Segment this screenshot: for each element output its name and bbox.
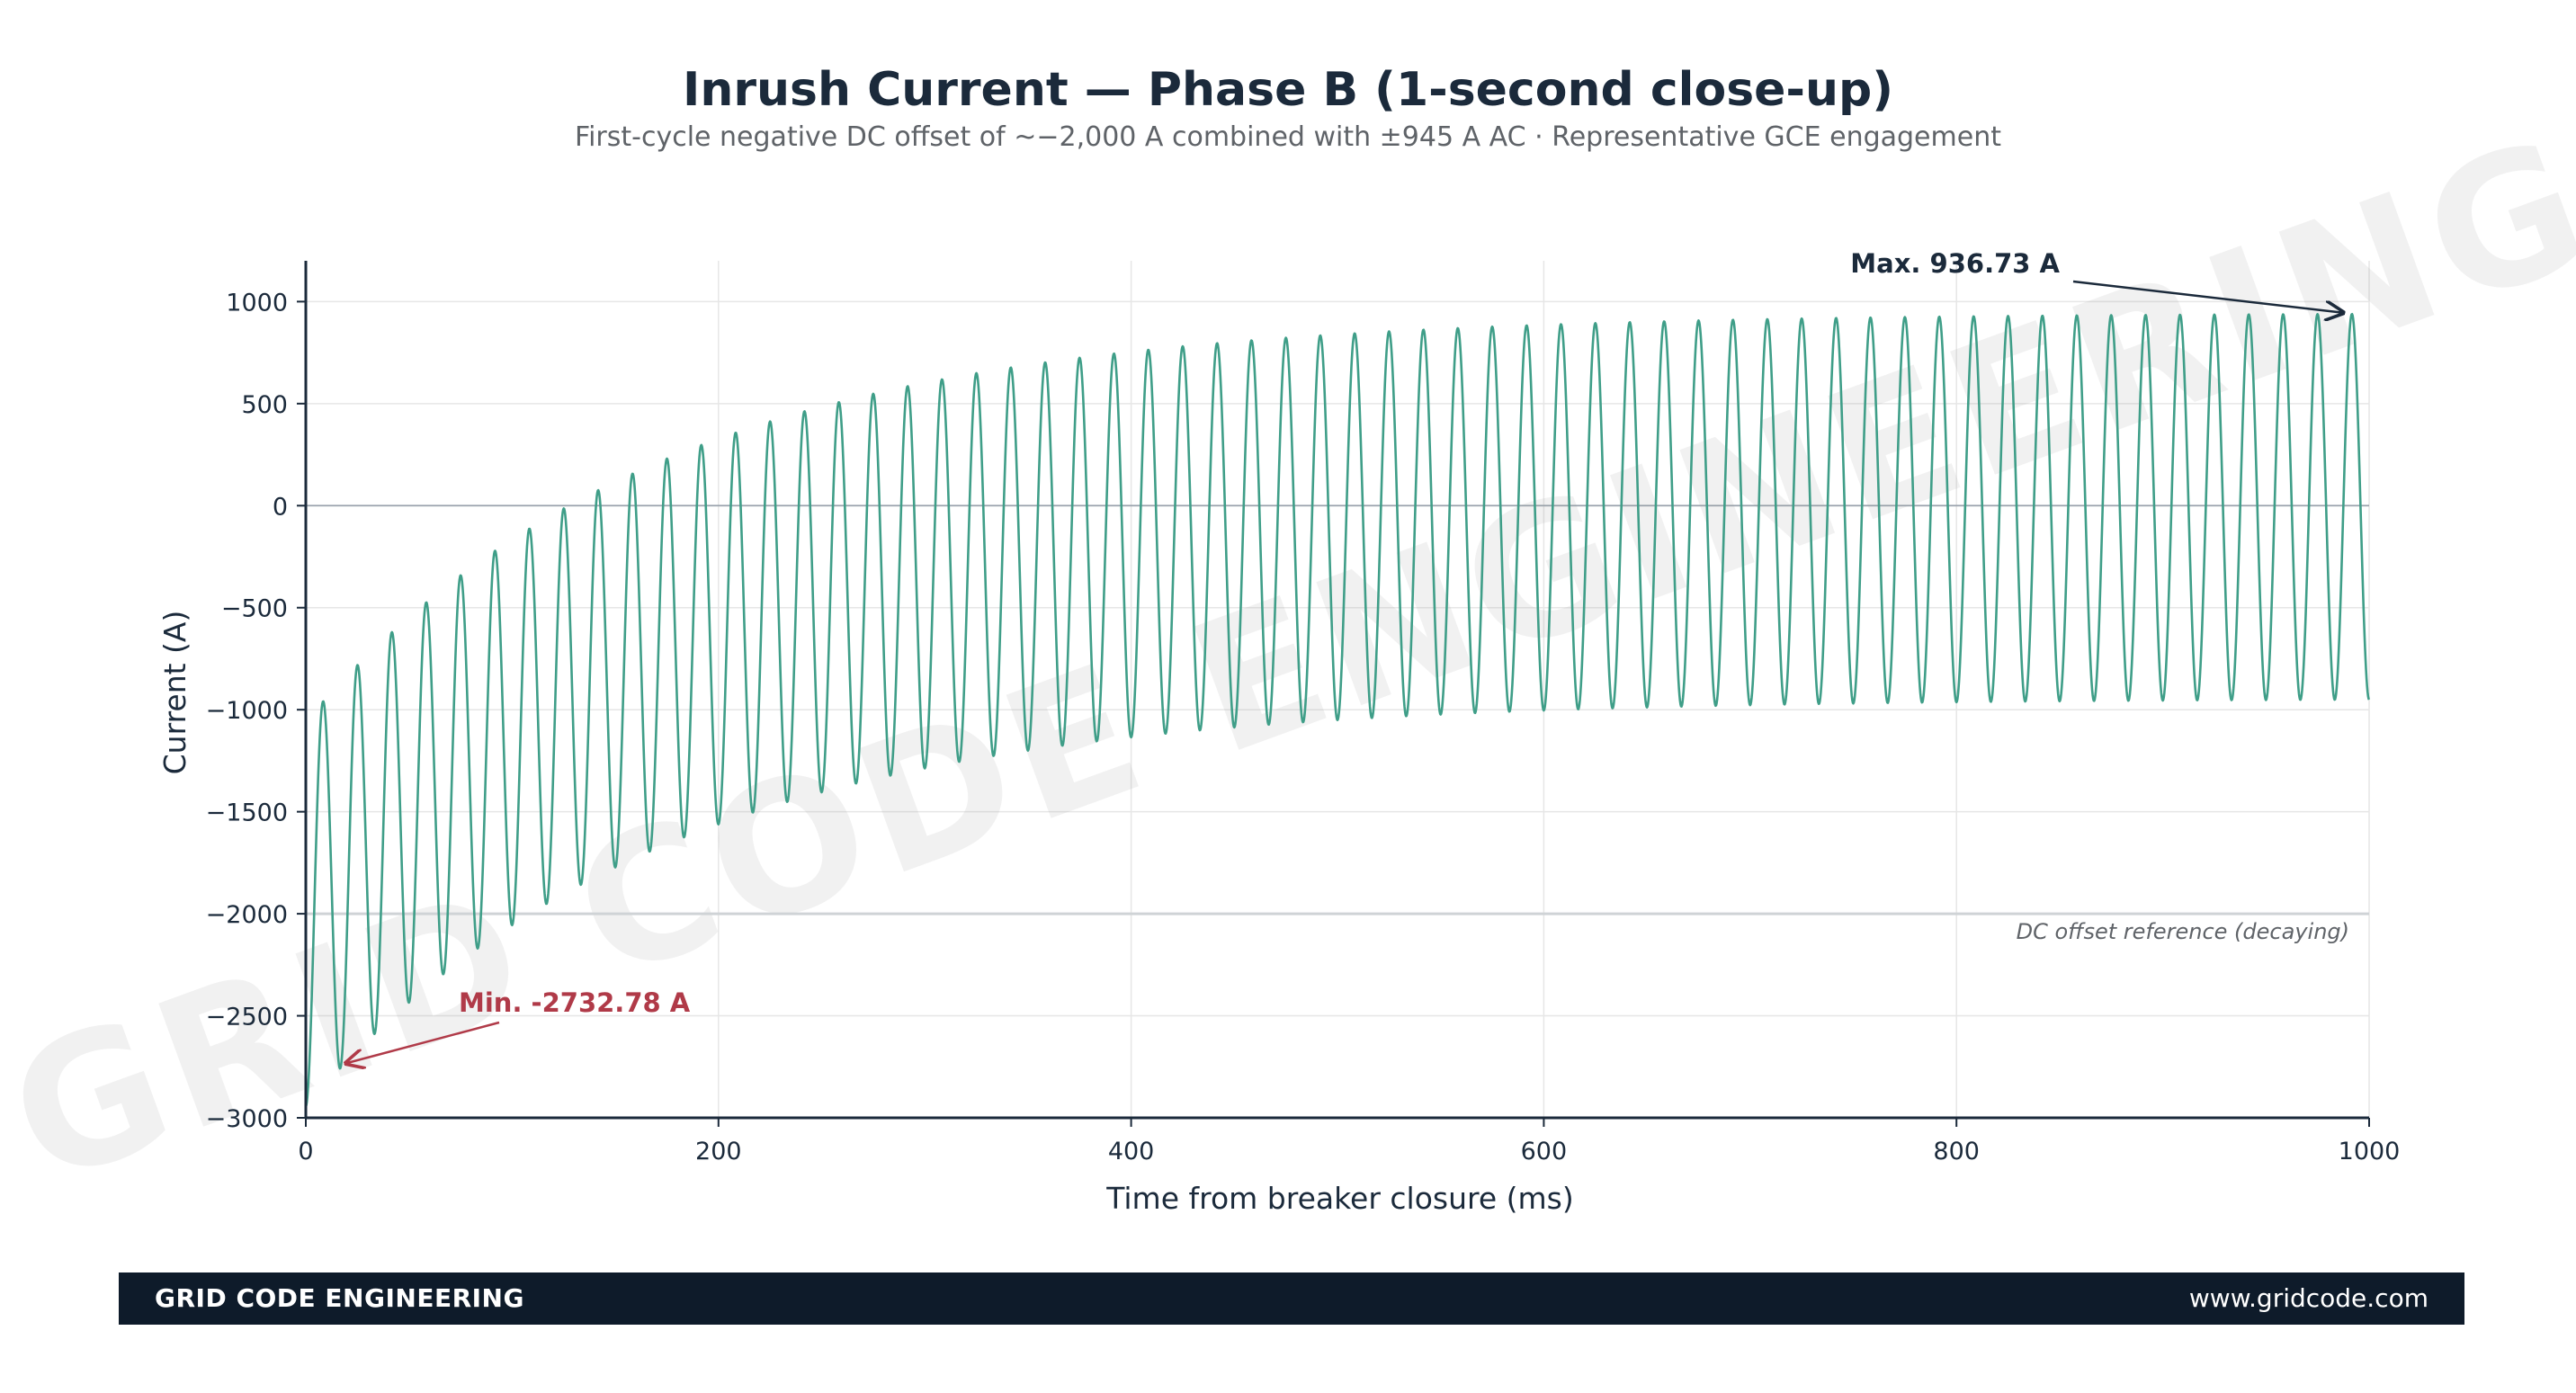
footer-brand: GRID CODE ENGINEERING — [155, 1283, 524, 1313]
y-tick-label: −2000 — [206, 901, 288, 929]
x-tick-label: 200 — [695, 1138, 742, 1165]
watermark-text: GRID CODE ENGINEERING — [0, 97, 2576, 1226]
max-annotation-arrow — [2072, 280, 2343, 313]
y-tick-label: −1500 — [206, 799, 288, 827]
x-tick-label: 0 — [298, 1138, 313, 1165]
footer-bar: GRID CODE ENGINEERING www.gridcode.com — [119, 1272, 2464, 1325]
max-annotation-label: Max. 936.73 A — [1850, 248, 2060, 279]
y-tick-label: −2500 — [206, 1004, 288, 1031]
current-waveform-line — [304, 312, 2371, 1107]
x-tick-label: 400 — [1108, 1138, 1155, 1165]
reference-line-label: DC offset reference (decaying) — [2017, 919, 2349, 944]
y-axis-label: Current (A) — [157, 611, 192, 775]
y-tick-label: 500 — [241, 391, 288, 419]
y-tick-label: −1000 — [206, 697, 288, 725]
min-annotation-arrow — [346, 1021, 500, 1063]
y-tick-label: 1000 — [226, 289, 288, 317]
chart-subtitle: First-cycle negative DC offset of ~−2,00… — [575, 121, 2001, 153]
y-tick-label: 0 — [273, 493, 288, 521]
annotations: Max. 936.73 A Min. -2732.78 A — [346, 248, 2343, 1063]
axes: 0 200 400 600 800 1000 −3000 −2500 −2000 −1500 −10… — [206, 261, 2401, 1165]
x-tick-label: 600 — [1521, 1138, 1568, 1165]
x-tick-label: 800 — [1933, 1138, 1980, 1165]
reference-line-group: DC offset reference (decaying) — [306, 912, 2369, 944]
x-axis-label: Time from breaker closure (ms) — [1105, 1181, 1573, 1216]
x-tick-label: 1000 — [2339, 1138, 2401, 1165]
y-tick-label: −500 — [221, 595, 288, 623]
footer-website-link[interactable]: www.gridcode.com — [2188, 1283, 2428, 1313]
series-group — [304, 312, 2371, 1107]
y-tick-label: −3000 — [206, 1105, 288, 1133]
min-annotation-label: Min. -2732.78 A — [459, 987, 691, 1018]
chart-title: Inrush Current — Phase B (1-second close… — [682, 63, 1894, 117]
